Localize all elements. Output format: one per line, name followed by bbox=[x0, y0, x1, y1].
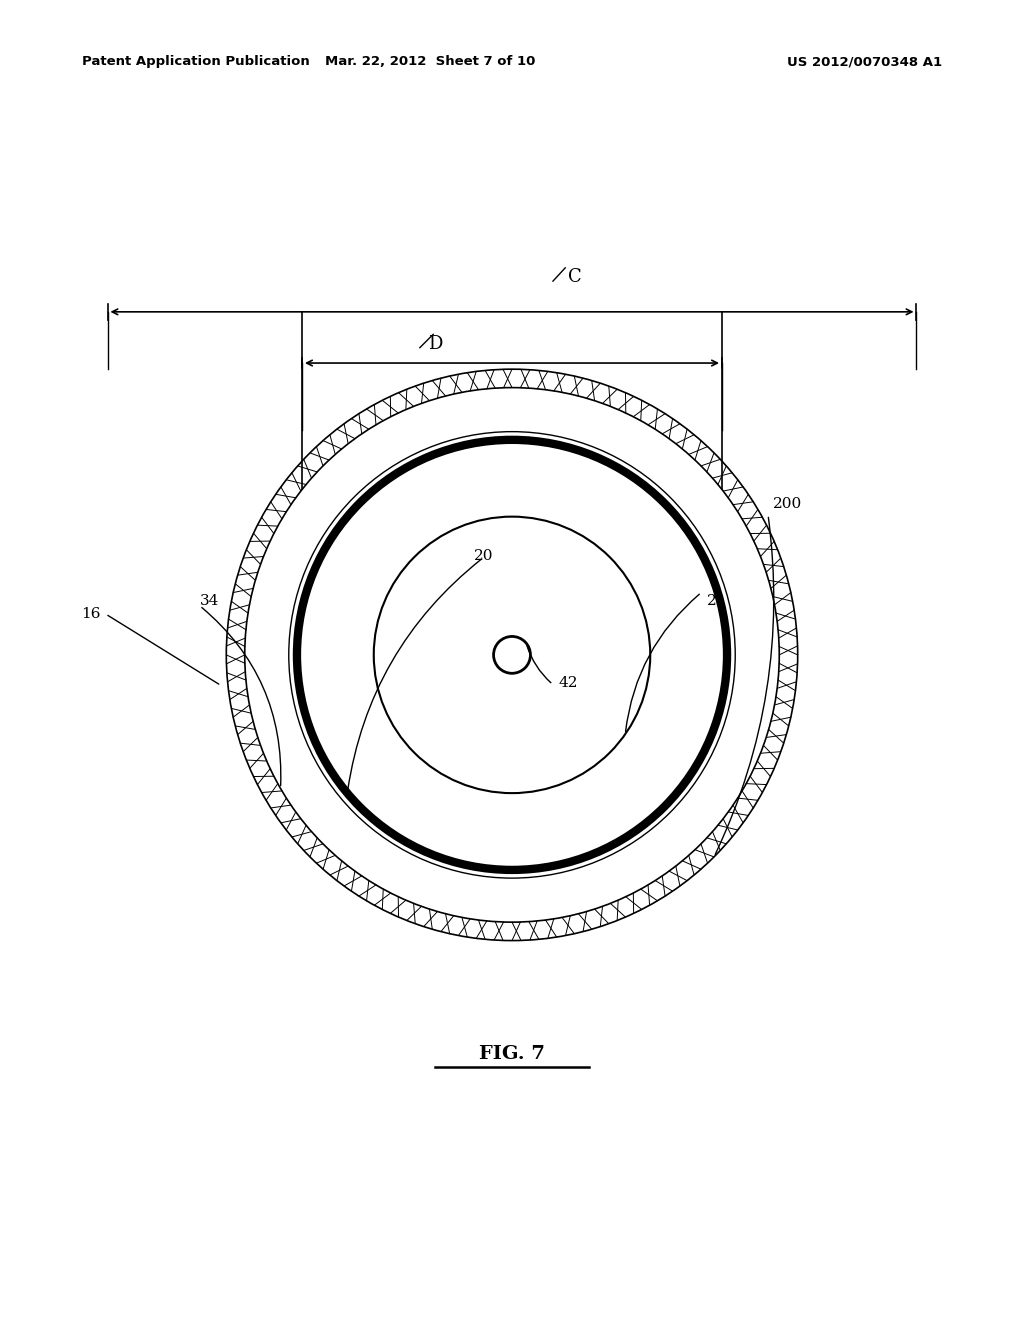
Text: D: D bbox=[428, 335, 442, 352]
Text: 200: 200 bbox=[773, 498, 803, 511]
Text: 20: 20 bbox=[473, 549, 494, 564]
Text: 42: 42 bbox=[558, 676, 578, 689]
Text: FIG. 7: FIG. 7 bbox=[479, 1045, 545, 1063]
Text: Mar. 22, 2012  Sheet 7 of 10: Mar. 22, 2012 Sheet 7 of 10 bbox=[325, 55, 536, 69]
Text: 16: 16 bbox=[81, 607, 100, 620]
Text: US 2012/0070348 A1: US 2012/0070348 A1 bbox=[787, 55, 942, 69]
Text: Patent Application Publication: Patent Application Publication bbox=[82, 55, 309, 69]
Text: 21: 21 bbox=[707, 594, 726, 607]
Text: C: C bbox=[568, 268, 582, 286]
Text: 34: 34 bbox=[200, 594, 219, 607]
